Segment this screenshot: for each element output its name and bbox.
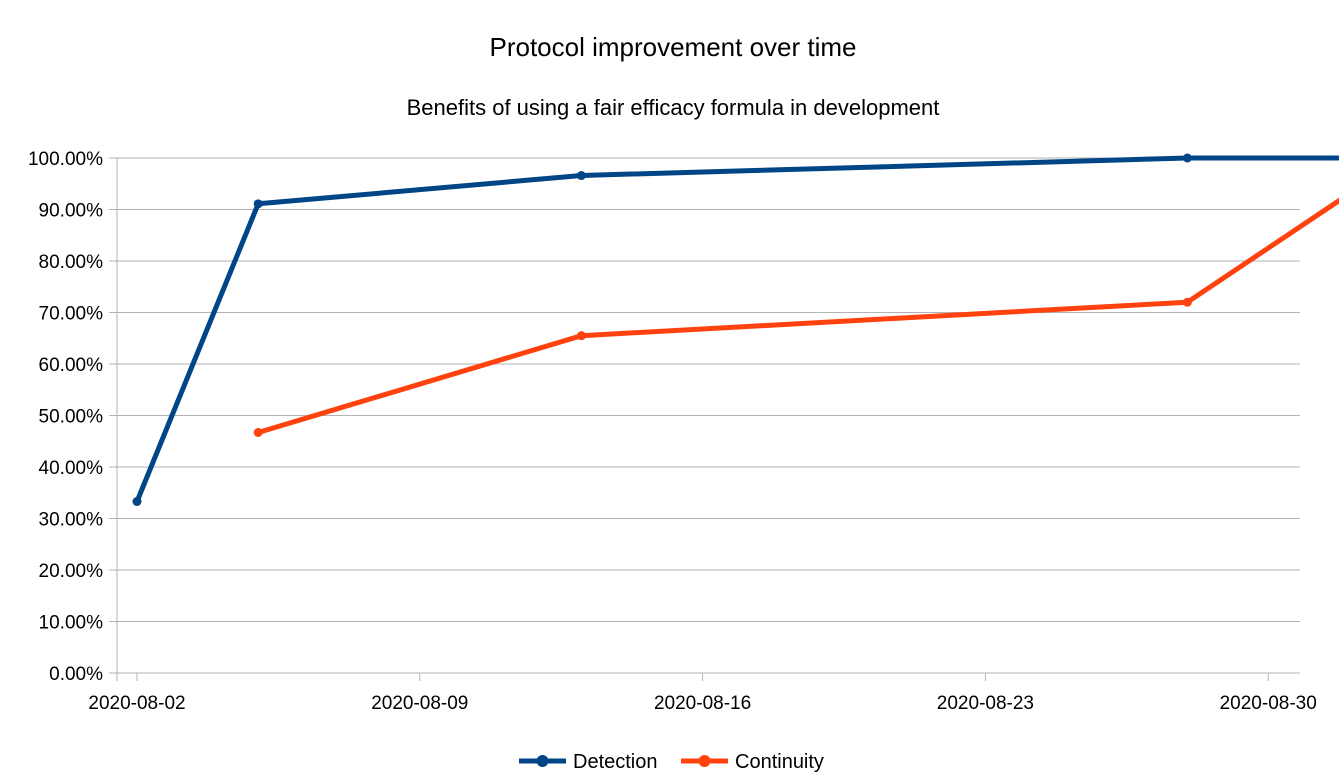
legend-item-continuity: Continuity [681, 751, 824, 773]
y-tick-label: 40.00% [39, 458, 104, 479]
y-tick-label: 90.00% [39, 201, 104, 222]
y-tick-label: 60.00% [39, 355, 104, 376]
series-continuity [253, 197, 1339, 437]
legend-swatch-marker [536, 755, 549, 767]
data-point [576, 171, 586, 181]
data-point [1182, 153, 1192, 163]
gridlines [117, 157, 1300, 674]
series-layer [132, 153, 1339, 507]
y-tick-label: 80.00% [39, 252, 104, 273]
x-tick-label: 2020-08-02 [88, 693, 185, 714]
x-tick-label: 2020-08-23 [937, 693, 1034, 714]
legend-label: Continuity [735, 751, 824, 773]
series-detection [132, 153, 1339, 507]
y-tick-label: 0.00% [49, 664, 103, 685]
legend-item-detection: Detection [519, 751, 658, 773]
data-point [1182, 297, 1192, 307]
x-tick-label: 2020-08-09 [371, 693, 468, 714]
y-tick-label: 70.00% [39, 304, 104, 325]
x-tick-label: 2020-08-16 [654, 693, 751, 714]
y-tick-label: 10.00% [39, 613, 104, 634]
y-tick-label: 100.00% [28, 149, 103, 170]
axes: 0.00% 10.00% 20.00% 30.00% 40.00% 50.00% 60.00… [28, 149, 1317, 714]
data-point [253, 427, 263, 437]
y-tick-label: 30.00% [39, 510, 104, 531]
series-line [255, 197, 1339, 435]
chart-title: Protocol improvement over time [489, 32, 856, 62]
y-tick-label: 50.00% [39, 407, 104, 428]
data-point [576, 331, 586, 341]
legend-swatch-marker [698, 755, 711, 767]
data-point [132, 497, 142, 507]
legend-label: Detection [573, 751, 658, 773]
x-tick-label: 2020-08-30 [1220, 693, 1317, 714]
legend: Detection Continuity [519, 751, 824, 773]
chart-subtitle: Benefits of using a fair efficacy formul… [407, 95, 940, 120]
y-tick-label: 20.00% [39, 561, 104, 582]
data-point [253, 199, 263, 209]
